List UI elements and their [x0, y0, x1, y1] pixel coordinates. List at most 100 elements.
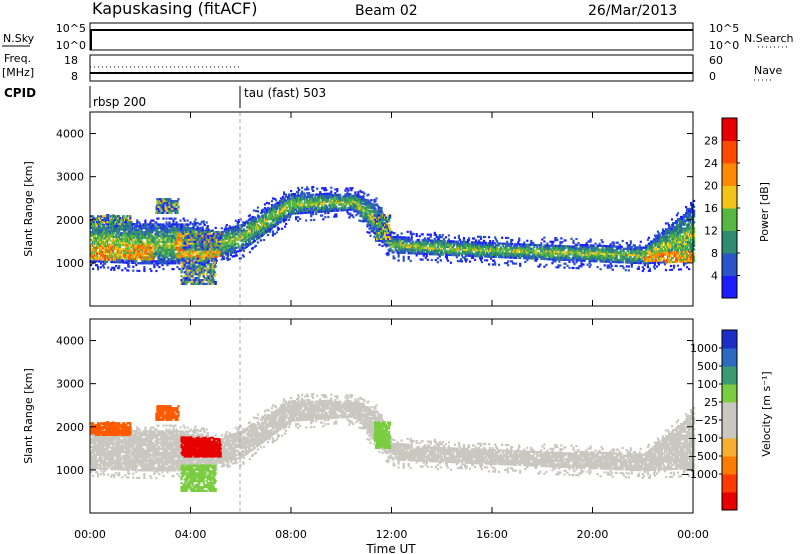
power-cell: [119, 255, 121, 257]
power-cell: [135, 264, 137, 266]
power-cell: [310, 215, 312, 217]
power-cell: [348, 201, 350, 203]
power-cell: [96, 253, 98, 255]
power-cell: [150, 233, 152, 235]
power-cell: [281, 210, 283, 212]
power-cell: [106, 245, 108, 247]
power-cell: [342, 203, 344, 205]
power-cell: [183, 218, 185, 220]
power-cell: [360, 191, 362, 193]
power-cell: [230, 254, 232, 256]
power-cell: [178, 262, 180, 264]
power-cell: [242, 237, 244, 239]
power-cell: [228, 231, 230, 233]
power-cell: [327, 200, 329, 202]
power-cell: [285, 200, 287, 202]
power-cell: [125, 232, 127, 234]
power-cell: [301, 193, 303, 195]
power-cell: [322, 218, 324, 220]
power-cell: [172, 268, 174, 270]
power-cell: [311, 207, 313, 209]
power-cell: [295, 218, 297, 220]
power-cell: [132, 270, 134, 272]
power-cell: [128, 266, 130, 268]
power-cell: [113, 269, 115, 271]
power-cell: [267, 234, 269, 236]
power-cell: [243, 250, 245, 252]
power-cell: [128, 250, 130, 252]
power-cell: [331, 200, 333, 202]
power-cell: [157, 251, 159, 253]
power-cell: [138, 270, 140, 272]
power-cell: [193, 223, 195, 225]
power-cell: [139, 247, 141, 249]
power-cell: [363, 220, 365, 222]
power-cell: [326, 193, 328, 195]
power-cell: [153, 256, 155, 258]
beam-title: Beam 02: [355, 3, 418, 19]
power-cell: [331, 206, 333, 208]
power-cell: [290, 213, 292, 215]
power-cell: [311, 188, 313, 190]
power-cell: [96, 258, 98, 260]
power-cell: [140, 239, 142, 241]
power-cell: [260, 239, 262, 241]
power-cell: [130, 229, 132, 231]
power-cell: [296, 195, 298, 197]
power-cell: [262, 218, 264, 220]
power-cell: [252, 216, 254, 218]
power-cell: [297, 216, 299, 218]
power-cell: [200, 223, 202, 225]
power-cell: [178, 268, 180, 270]
power-cell: [135, 229, 137, 231]
power-cell: [119, 246, 121, 248]
power-cell: [240, 250, 242, 252]
power-cell: [115, 234, 117, 236]
power-cell: [371, 216, 373, 218]
power-cell: [99, 229, 101, 231]
power-cell: [174, 239, 176, 241]
power-cell: [95, 260, 97, 262]
power-cell: [324, 216, 326, 218]
power-cell: [151, 231, 153, 233]
power-cell: [195, 224, 197, 226]
power-cell: [166, 256, 168, 258]
power-cell: [308, 192, 310, 194]
power-cell: [354, 191, 356, 193]
power-cell: [283, 193, 285, 195]
power-cell: [94, 256, 96, 258]
power-cell: [307, 196, 309, 198]
power-cell: [125, 248, 127, 250]
power-cell: [172, 249, 174, 251]
power-cell: [305, 219, 307, 221]
power-cell: [226, 224, 228, 226]
power-cell: [154, 225, 156, 227]
power-cell: [165, 218, 167, 220]
power-cell: [130, 250, 132, 252]
power-cell: [135, 256, 137, 258]
power-cell: [103, 249, 105, 251]
power-cell: [128, 262, 130, 264]
power-cell: [336, 190, 338, 192]
power-cell: [249, 251, 251, 253]
power-cell: [167, 241, 169, 243]
power-cell: [177, 235, 179, 237]
power-cell: [158, 227, 160, 229]
power-cell: [283, 220, 285, 222]
power-cell: [327, 216, 329, 218]
power-cell: [148, 254, 150, 256]
power-cell: [241, 226, 243, 228]
power-cell: [162, 225, 164, 227]
power-cell: [200, 252, 202, 254]
power-cell: [136, 221, 138, 223]
power-cell: [92, 227, 94, 229]
power-cell: [150, 254, 152, 256]
power-cell: [330, 196, 332, 198]
power-cell: [184, 220, 186, 222]
power-cell: [306, 198, 308, 200]
power-cell: [277, 223, 279, 225]
power-cell: [135, 260, 137, 262]
power-cell: [176, 266, 178, 268]
power-cell: [92, 235, 94, 237]
power-cell: [264, 203, 266, 205]
